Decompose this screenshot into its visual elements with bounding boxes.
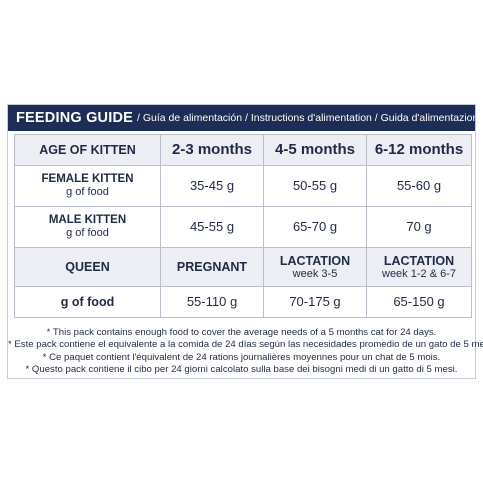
queen-stage-title: LACTATION (279, 254, 351, 268)
table-row: FEMALE KITTEN g of food 35-45 g 50-55 g … (14, 165, 472, 207)
footnote-fr: * Ce paquet contient l'équivalent de 24 … (42, 351, 441, 363)
queen-food-label-cell: g of food (14, 286, 161, 318)
female-food-value: 35-45 g (189, 178, 235, 193)
male-label-cell: MALE KITTEN g of food (14, 206, 161, 248)
footnotes: * This pack contains enough food to cove… (8, 327, 483, 376)
table-cell: 70 g (366, 206, 472, 248)
queen-food-value: 55-110 g (186, 294, 238, 309)
feeding-guide-banner: FEEDING GUIDE / Guía de alimentación / I… (8, 105, 475, 131)
banner-subtitle: / Guía de alimentación / Instructions d'… (137, 112, 475, 124)
table-cell: 65-70 g (263, 206, 367, 248)
table-row: QUEEN PREGNANT LACTATION week 3-5 LACTAT… (14, 247, 472, 287)
table-cell: 55-60 g (366, 165, 472, 207)
table-row: MALE KITTEN g of food 45-55 g 65-70 g 70… (14, 206, 472, 248)
age-header: AGE OF KITTEN (39, 143, 136, 157)
female-food-value: 55-60 g (396, 178, 442, 193)
feeding-guide-panel: FEEDING GUIDE / Guía de alimentación / I… (7, 104, 483, 379)
age-column-label: 6-12 months (374, 141, 464, 158)
female-kitten-sublabel: g of food (66, 186, 109, 198)
table-cell: 45-55 g (160, 206, 264, 248)
age-column-label: 4-5 months (274, 141, 355, 158)
table-cell: 70-175 g (263, 286, 367, 318)
male-kitten-label: MALE KITTEN (48, 214, 127, 226)
table-row: AGE OF KITTEN 2-3 months 4-5 months 6-12… (14, 134, 472, 166)
age-column-cell: 6-12 months (366, 134, 472, 166)
queen-stage-cell: LACTATION week 3-5 (263, 247, 367, 287)
banner-title: FEEDING GUIDE (16, 110, 133, 126)
female-kitten-label: FEMALE KITTEN (41, 173, 134, 185)
queen-food-value: 70-175 g (289, 294, 341, 309)
footnote-it: * Questo pack contiene il cibo per 24 gi… (25, 363, 458, 375)
age-column-cell: 4-5 months (263, 134, 367, 166)
table-cell: 35-45 g (160, 165, 264, 207)
age-header-cell: AGE OF KITTEN (14, 134, 161, 166)
male-food-value: 45-55 g (189, 219, 235, 234)
table-cell: 50-55 g (263, 165, 367, 207)
queen-food-label: g of food (60, 295, 115, 309)
footnote-es: * Este pack contiene el equivalente a la… (8, 339, 483, 351)
table-cell: 55-110 g (160, 286, 264, 318)
feeding-table: AGE OF KITTEN 2-3 months 4-5 months 6-12… (14, 134, 472, 318)
female-food-value: 50-55 g (292, 178, 338, 193)
male-food-value: 70 g (406, 219, 432, 234)
table-row: g of food 55-110 g 70-175 g 65-150 g (14, 286, 472, 318)
queen-stage-detail: week 3-5 (292, 268, 338, 280)
queen-food-value: 65-150 g (393, 294, 445, 309)
queen-stage-title: LACTATION (383, 254, 455, 268)
age-column-cell: 2-3 months (160, 134, 264, 166)
footnote-en: * This pack contains enough food to cove… (46, 327, 437, 338)
queen-stage-cell: PREGNANT (160, 247, 264, 287)
male-food-value: 65-70 g (292, 219, 338, 234)
age-column-label: 2-3 months (171, 141, 252, 158)
queen-label-cell: QUEEN (14, 247, 161, 287)
queen-stage-cell: LACTATION week 1-2 & 6-7 (366, 247, 472, 287)
male-kitten-sublabel: g of food (66, 227, 109, 239)
female-label-cell: FEMALE KITTEN g of food (14, 165, 161, 207)
queen-label: QUEEN (65, 260, 110, 274)
table-cell: 65-150 g (366, 286, 472, 318)
queen-stage-detail: week 1-2 & 6-7 (382, 268, 456, 280)
queen-stage-title: PREGNANT (176, 260, 248, 274)
